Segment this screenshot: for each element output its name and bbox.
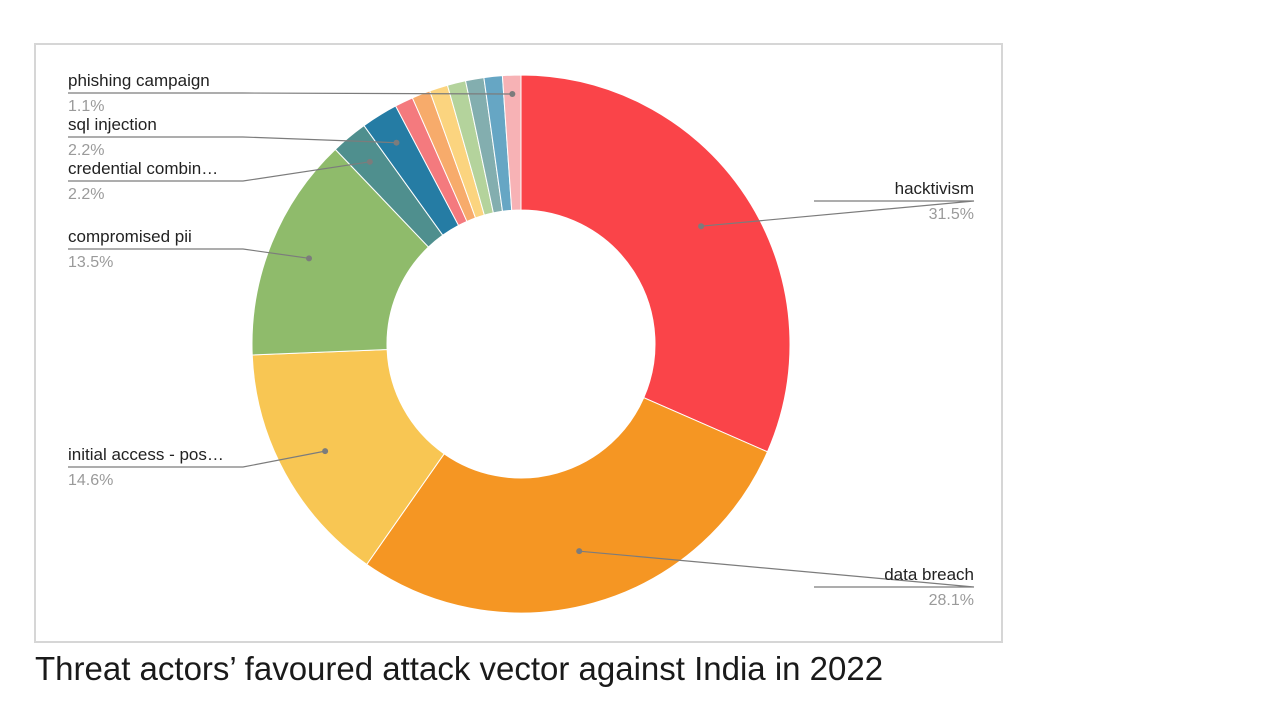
slice-label-initial-access-pos: initial access - pos… <box>68 445 224 464</box>
leader-line-initial-access-pos <box>68 450 326 468</box>
slice-hacktivism <box>520 74 791 453</box>
slice-phishing-campaign <box>501 74 522 211</box>
leader-dot-compromised-pii <box>306 255 313 262</box>
leader-dot-credential-combin <box>366 158 373 165</box>
slice-value-sql-injection: 2.2% <box>68 142 104 159</box>
slice-compromised-pii <box>251 148 430 356</box>
slice-label-credential-combin: credential combin… <box>68 159 218 178</box>
slice-data-breach <box>366 397 769 614</box>
slice-label-hacktivism: hacktivism <box>895 179 974 198</box>
leader-line-phishing-campaign <box>68 92 513 95</box>
slice-value-credential-combin: 2.2% <box>68 186 104 203</box>
slice-label-phishing-campaign: phishing campaign <box>68 71 210 90</box>
leader-line-compromised-pii <box>68 248 310 259</box>
slice-value-initial-access-pos: 14.6% <box>68 472 113 489</box>
slice-label-sql-injection: sql injection <box>68 115 157 134</box>
slice-value-hacktivism: 31.5% <box>929 206 974 223</box>
leader-dot-phishing-campaign <box>509 90 516 97</box>
slice-label-data-breach: data breach <box>884 565 974 584</box>
leader-line-data-breach <box>579 550 975 588</box>
slice-label-compromised-pii: compromised pii <box>68 227 192 246</box>
chart-caption: Threat actors’ favoured attack vector ag… <box>35 650 884 687</box>
leader-line-sql-injection <box>68 136 397 144</box>
slice-value-data-breach: 28.1% <box>929 592 974 609</box>
leader-dot-data-breach <box>576 548 583 555</box>
leader-dot-sql-injection <box>393 139 400 146</box>
slice-value-phishing-campaign: 1.1% <box>68 98 104 115</box>
leader-line-credential-combin <box>68 161 370 182</box>
chart-frame: hacktivism 31.5% data breach 28.1% initial a… <box>34 43 1003 643</box>
leader-dot-hacktivism <box>698 223 705 230</box>
donut-chart: hacktivism 31.5% data breach 28.1% initial a… <box>68 71 975 614</box>
leader-line-hacktivism <box>701 200 975 227</box>
slice-initial-access-pos <box>251 348 445 566</box>
slice-value-compromised-pii: 13.5% <box>68 254 113 271</box>
leader-dot-initial-access-pos <box>322 448 329 455</box>
